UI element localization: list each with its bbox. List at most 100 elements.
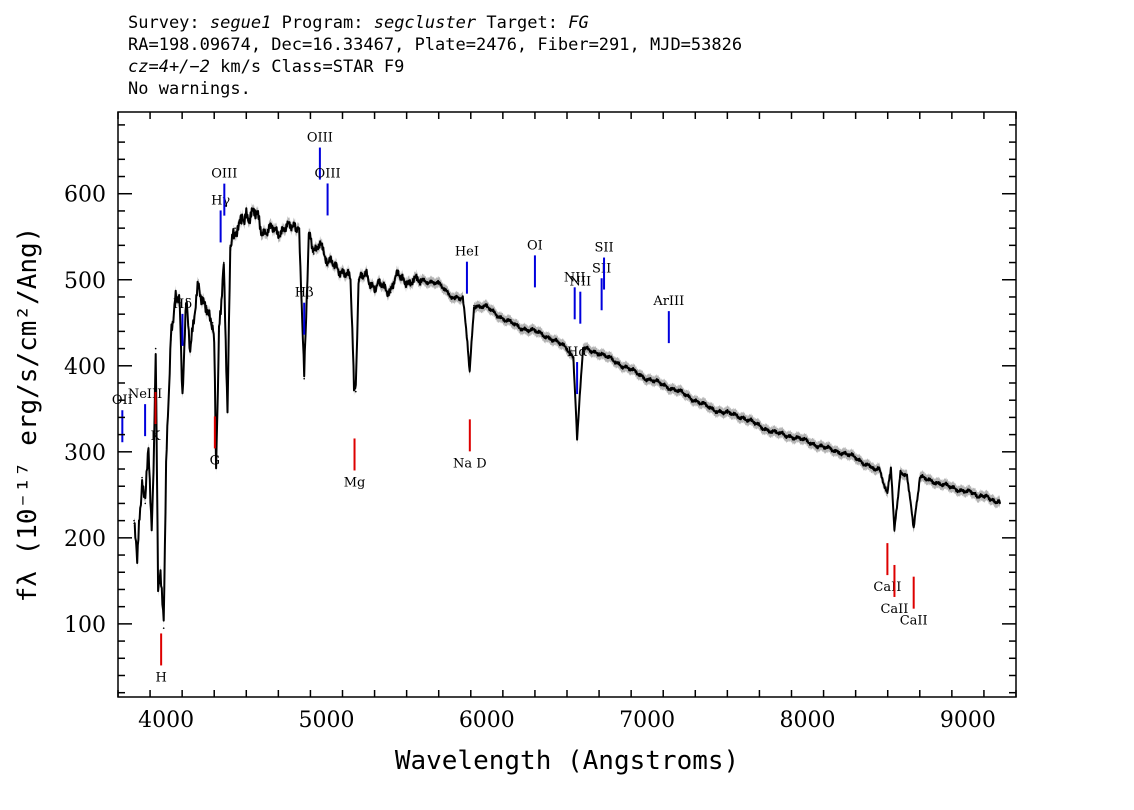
spectrum-point bbox=[893, 530, 896, 532]
spectrum-point bbox=[157, 580, 159, 582]
spectrum-point bbox=[486, 306, 488, 309]
line-label: CaII bbox=[900, 614, 928, 629]
spectrum-point bbox=[333, 266, 336, 268]
spectrum-point bbox=[912, 525, 915, 528]
y-axis-ticks: 100 200 300 400 500 600 bbox=[64, 124, 1016, 694]
spectrum-point bbox=[303, 377, 305, 380]
line-label: Hα bbox=[567, 345, 587, 360]
x-tick-label: 8000 bbox=[780, 708, 836, 733]
spectrum-point bbox=[308, 231, 310, 234]
spectrum-point bbox=[170, 339, 172, 341]
spectrum-point bbox=[357, 278, 360, 281]
survey-label: Survey: bbox=[128, 13, 200, 33]
line-label: CaII bbox=[873, 580, 901, 595]
spectrum-point bbox=[465, 334, 468, 337]
spectrum-point bbox=[325, 257, 328, 260]
spectrum-point bbox=[174, 296, 177, 298]
spectrum-point bbox=[886, 492, 889, 494]
line-label: K bbox=[151, 429, 161, 444]
spectrum-point bbox=[293, 223, 296, 225]
spectrum-point bbox=[878, 469, 881, 472]
line-label: NII bbox=[569, 275, 591, 290]
line-label: Hδ bbox=[173, 297, 192, 312]
spectrum-point bbox=[319, 244, 321, 247]
spectrum-point bbox=[389, 291, 392, 294]
x-tick-label: 6000 bbox=[459, 708, 515, 733]
spectrum-header: Survey: segue1 Program: segcluster Targe… bbox=[128, 12, 742, 100]
spectrum-point bbox=[205, 304, 207, 307]
line-label: OIII bbox=[211, 167, 237, 182]
spectrum-point bbox=[185, 304, 187, 307]
spectrum-point bbox=[226, 408, 229, 410]
spectrum-point bbox=[473, 304, 475, 307]
line-label: Na D bbox=[453, 456, 487, 471]
x-axis-label: Wavelength (Angstroms) bbox=[395, 746, 739, 776]
line-label: NII bbox=[564, 270, 586, 285]
spectrum-point bbox=[975, 494, 977, 496]
spectrum-point bbox=[349, 278, 352, 281]
spectrum-point bbox=[353, 386, 355, 389]
cz-value: cz=4+/−2 bbox=[128, 57, 210, 77]
target-value: FG bbox=[568, 13, 589, 33]
spectrum-point bbox=[774, 432, 777, 434]
spectrum-point bbox=[983, 495, 985, 498]
spectrum-point bbox=[154, 347, 157, 350]
flux-error-band bbox=[134, 203, 1000, 626]
spectrum-point bbox=[630, 369, 632, 371]
spectrum-point bbox=[453, 297, 456, 300]
y-tick-label: 400 bbox=[64, 355, 106, 380]
spectrum-point bbox=[742, 416, 745, 419]
spectrum-point bbox=[133, 519, 135, 522]
program-value: segcluster bbox=[373, 13, 477, 33]
spectrum-point bbox=[678, 390, 681, 393]
spectrum-point bbox=[197, 287, 199, 290]
survey-value: segue1 bbox=[209, 13, 272, 33]
spectrum-point bbox=[566, 347, 568, 350]
spectrum-point bbox=[790, 435, 793, 438]
line-label: Hβ bbox=[295, 286, 314, 301]
header-line-redshift: cz=4+/−2 km/s Class=STAR F9 bbox=[128, 56, 742, 78]
spectrum-point bbox=[365, 274, 368, 277]
spectrum-point bbox=[576, 437, 578, 439]
header-line-coordinates: RA=198.09674, Dec=16.33467, Plate=2476, … bbox=[128, 35, 743, 55]
spectrum-point bbox=[935, 481, 937, 483]
spectrum-point bbox=[437, 283, 440, 285]
spectrum-point bbox=[710, 408, 713, 410]
line-label: Hγ bbox=[211, 193, 230, 208]
y-axis-label: fλ (10⁻¹⁷ erg/s/cm²/Ang) bbox=[13, 227, 43, 603]
spectrum-point bbox=[694, 399, 697, 401]
spectrum-point bbox=[614, 360, 616, 363]
line-label: ArIII bbox=[652, 294, 684, 309]
spectrum-point bbox=[461, 296, 464, 298]
line-label: NeIII bbox=[128, 387, 162, 402]
spectrum-point bbox=[181, 389, 184, 391]
spectrum-point bbox=[178, 304, 181, 307]
spectrum-point bbox=[189, 347, 191, 350]
x-axis-ticks: 4000 5000 6000 7000 8000 9000 bbox=[117, 112, 1017, 733]
spectrum-point bbox=[758, 425, 761, 427]
spectrum-point bbox=[153, 442, 155, 445]
line-label: SII bbox=[592, 261, 611, 276]
spectrum-point bbox=[381, 283, 384, 285]
y-tick-label: 200 bbox=[64, 527, 106, 552]
program-label: Program: bbox=[281, 13, 364, 33]
spectrum-point bbox=[211, 321, 214, 324]
x-tick-label: 4000 bbox=[138, 708, 194, 733]
line-label: OI bbox=[527, 238, 543, 253]
header-line-survey: Survey: segue1 Program: segcluster Targe… bbox=[128, 12, 742, 34]
spectrum-point bbox=[150, 528, 153, 531]
spectrum-point bbox=[951, 487, 953, 489]
spectrum-point bbox=[550, 337, 552, 340]
spectrum-point bbox=[646, 377, 648, 380]
spectrum-point bbox=[870, 466, 873, 469]
line-label: Mg bbox=[344, 475, 366, 490]
spectrum-point bbox=[806, 440, 809, 443]
y-tick-label: 500 bbox=[64, 269, 106, 294]
spectrum-point bbox=[991, 498, 993, 500]
spectrum-point bbox=[223, 261, 225, 264]
spectrum-point bbox=[136, 554, 139, 556]
spectrum-point bbox=[662, 383, 665, 386]
spectrum-point bbox=[468, 371, 471, 373]
